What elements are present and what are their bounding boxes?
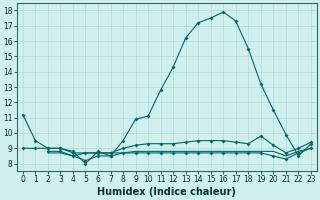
X-axis label: Humidex (Indice chaleur): Humidex (Indice chaleur) <box>98 187 236 197</box>
